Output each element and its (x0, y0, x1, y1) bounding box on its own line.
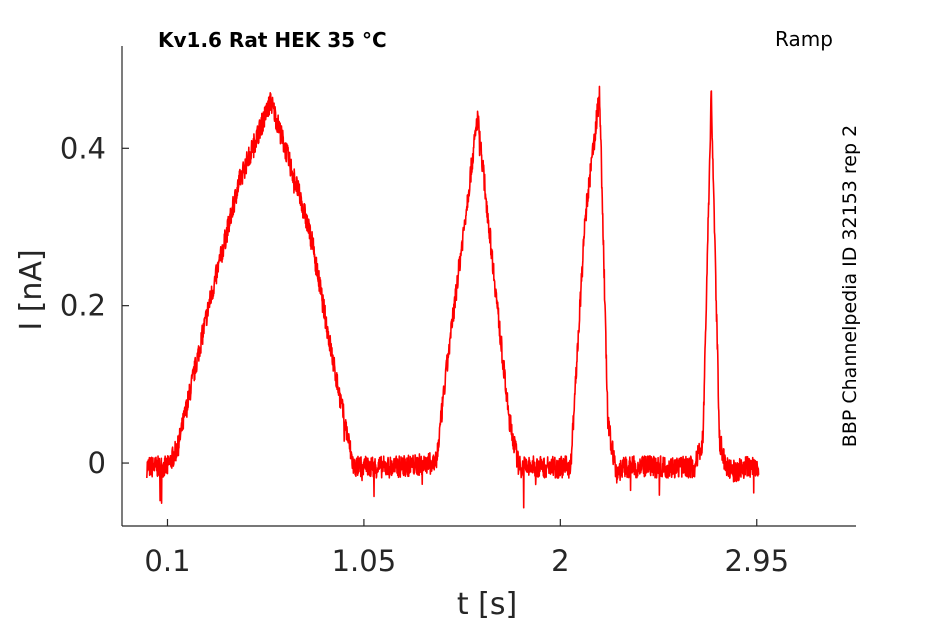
y-tick-label: 0.4 (60, 131, 106, 165)
x-axis-title: t [s] (457, 587, 517, 622)
x-tick-label: 2.95 (724, 544, 789, 578)
y-tick-label: 0 (88, 446, 106, 480)
protocol-label: Ramp (775, 27, 833, 51)
channelpedia-id-label: BBP Channelpedia ID 32153 rep 2 (839, 125, 861, 447)
x-tick-label: 0.1 (144, 544, 190, 578)
y-tick-label: 0.2 (60, 289, 106, 323)
chart-title: Kv1.6 Rat HEK 35 °C (158, 28, 387, 52)
current-trace-line (146, 85, 760, 509)
y-axis-title: I [nA] (14, 249, 49, 330)
x-tick-label: 1.05 (332, 544, 397, 578)
trace-layer (146, 85, 760, 509)
axes: 0 0.2 0.4 0.1 1.05 2 2.95 (60, 46, 856, 578)
x-tick-label: 2 (551, 544, 569, 578)
labels-layer: Kv1.6 Rat HEK 35 °C Ramp BBP Channelpedi… (14, 27, 861, 622)
